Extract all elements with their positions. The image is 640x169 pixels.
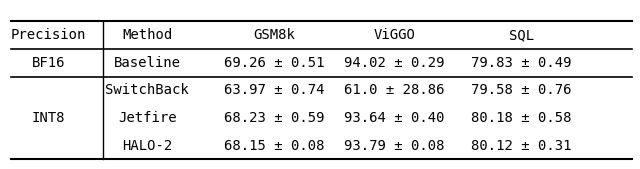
Text: 68.23 ± 0.59: 68.23 ± 0.59 bbox=[223, 111, 324, 125]
Text: 68.15 ± 0.08: 68.15 ± 0.08 bbox=[223, 139, 324, 152]
Text: 94.02 ± 0.29: 94.02 ± 0.29 bbox=[344, 56, 445, 70]
Text: 80.12 ± 0.31: 80.12 ± 0.31 bbox=[471, 139, 572, 152]
Text: HALO-2: HALO-2 bbox=[122, 139, 172, 152]
Text: 80.18 ± 0.58: 80.18 ± 0.58 bbox=[471, 111, 572, 125]
Text: 79.58 ± 0.76: 79.58 ± 0.76 bbox=[471, 83, 572, 97]
Text: ViGGO: ViGGO bbox=[374, 28, 415, 42]
Text: 93.79 ± 0.08: 93.79 ± 0.08 bbox=[344, 139, 445, 152]
Text: BF16: BF16 bbox=[32, 56, 65, 70]
Text: 63.97 ± 0.74: 63.97 ± 0.74 bbox=[223, 83, 324, 97]
Text: SQL: SQL bbox=[509, 28, 534, 42]
Text: Baseline: Baseline bbox=[113, 56, 180, 70]
Text: 61.0 ± 28.86: 61.0 ± 28.86 bbox=[344, 83, 445, 97]
Text: INT8: INT8 bbox=[32, 111, 65, 125]
Text: Method: Method bbox=[122, 28, 172, 42]
Text: Precision: Precision bbox=[11, 28, 86, 42]
Text: GSM8k: GSM8k bbox=[253, 28, 295, 42]
Text: 79.83 ± 0.49: 79.83 ± 0.49 bbox=[471, 56, 572, 70]
Text: Jetfire: Jetfire bbox=[118, 111, 177, 125]
Text: 93.64 ± 0.40: 93.64 ± 0.40 bbox=[344, 111, 445, 125]
Text: 69.26 ± 0.51: 69.26 ± 0.51 bbox=[223, 56, 324, 70]
Text: SwitchBack: SwitchBack bbox=[105, 83, 189, 97]
